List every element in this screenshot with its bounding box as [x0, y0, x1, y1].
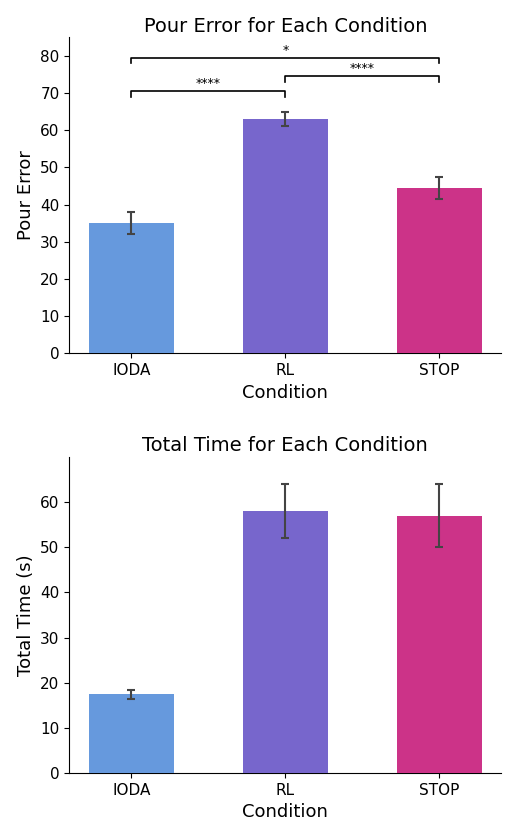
Bar	[397, 515, 482, 773]
Bar	[243, 511, 328, 773]
Text: ****: ****	[196, 77, 221, 90]
X-axis label: Condition: Condition	[242, 804, 328, 821]
Bar	[89, 223, 174, 354]
Bar	[89, 694, 174, 773]
X-axis label: Condition: Condition	[242, 384, 328, 401]
Bar	[243, 119, 328, 354]
Y-axis label: Total Time (s): Total Time (s)	[17, 554, 35, 675]
Title: Total Time for Each Condition: Total Time for Each Condition	[142, 437, 428, 455]
Y-axis label: Pour Error: Pour Error	[17, 150, 35, 241]
Text: ****: ****	[350, 62, 375, 75]
Text: *: *	[282, 44, 289, 56]
Title: Pour Error for Each Condition: Pour Error for Each Condition	[143, 17, 427, 36]
Bar	[397, 188, 482, 354]
